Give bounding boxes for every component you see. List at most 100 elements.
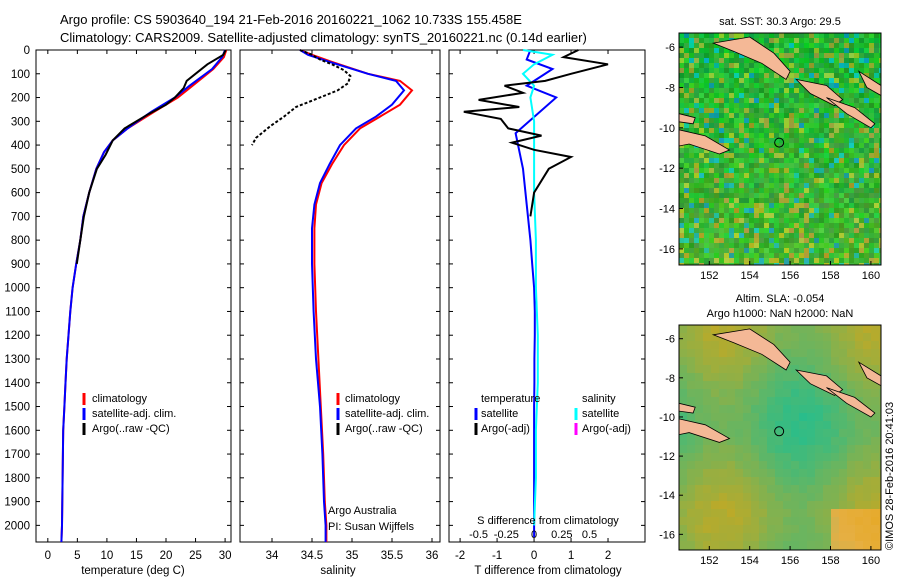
map-cell xyxy=(724,108,730,114)
map-cell xyxy=(769,88,775,94)
map-cell xyxy=(767,509,776,518)
map-cell xyxy=(855,421,864,430)
map-cell xyxy=(754,218,760,224)
map-cell xyxy=(864,218,870,224)
map-cell xyxy=(874,183,880,189)
map-cell xyxy=(711,333,720,342)
map-cell xyxy=(854,38,860,44)
map-cell xyxy=(679,203,685,209)
map-cell xyxy=(727,453,736,462)
map-cell xyxy=(809,48,815,54)
map-cell xyxy=(739,93,745,99)
map-cell xyxy=(854,263,860,265)
map-cell xyxy=(695,333,704,342)
map-cell xyxy=(814,73,820,79)
map-cell xyxy=(774,93,780,99)
map-cell xyxy=(839,493,848,502)
map-cell xyxy=(829,138,835,144)
map-cell xyxy=(769,248,775,254)
map-cell xyxy=(791,429,800,438)
map-cell xyxy=(789,53,795,59)
map-cell xyxy=(849,83,855,89)
map-cell xyxy=(751,493,760,502)
map-cell xyxy=(831,453,840,462)
map-cell xyxy=(743,373,752,382)
map-cell xyxy=(751,325,760,334)
map-cell xyxy=(814,228,820,234)
map-cell xyxy=(874,203,880,209)
map-cell xyxy=(794,38,800,44)
map-cell xyxy=(859,213,865,219)
map-cell xyxy=(879,333,881,342)
map-cell xyxy=(834,253,840,259)
map-y-tick-label: -8 xyxy=(665,373,675,385)
map-cell xyxy=(759,118,765,124)
map-cell xyxy=(855,509,864,518)
map-cell xyxy=(864,133,870,139)
map-cell xyxy=(695,357,704,366)
map-cell xyxy=(774,243,780,249)
map-cell xyxy=(839,58,845,64)
map-cell xyxy=(754,198,760,204)
map-cell xyxy=(804,93,810,99)
map-cell xyxy=(784,213,790,219)
map-cell xyxy=(847,373,856,382)
map-cell xyxy=(814,53,820,59)
map-cell xyxy=(807,437,816,446)
map-cell xyxy=(694,173,700,179)
map-cell xyxy=(759,429,768,438)
map-cell xyxy=(775,381,784,390)
map-cell xyxy=(759,78,765,84)
map-cell xyxy=(815,397,824,406)
map-cell xyxy=(714,38,720,44)
map-cell xyxy=(687,533,696,542)
map-y-tick-label: -10 xyxy=(659,123,675,135)
map-cell xyxy=(844,253,850,259)
map-cell xyxy=(879,258,881,264)
series-line-argo-raw-qc- xyxy=(75,49,227,265)
map-cell xyxy=(729,73,735,79)
map-cell xyxy=(809,188,815,194)
map-cell xyxy=(799,381,808,390)
map-cell xyxy=(844,88,850,94)
map-cell xyxy=(704,68,710,74)
map-cell xyxy=(834,48,840,54)
map-cell xyxy=(775,493,784,502)
map-cell xyxy=(769,158,775,164)
map-cell xyxy=(831,541,840,550)
map-cell xyxy=(839,168,845,174)
map-cell xyxy=(704,178,710,184)
map-cell xyxy=(729,93,735,99)
map-cell xyxy=(834,248,840,254)
map-cell xyxy=(769,163,775,169)
map-cell xyxy=(714,228,720,234)
map-cell xyxy=(754,188,760,194)
map-cell xyxy=(799,333,808,342)
map-cell xyxy=(767,445,776,454)
map-cell xyxy=(844,183,850,189)
map-cell xyxy=(854,243,860,249)
map-cell xyxy=(847,525,856,534)
map-cell xyxy=(727,461,736,470)
map-cell xyxy=(869,233,875,239)
map-cell xyxy=(695,461,704,470)
map-cell xyxy=(714,208,720,214)
map-cell xyxy=(727,405,736,414)
difference-legend: temperature satellite Argo(-adj) salinit… xyxy=(474,393,631,435)
map-cell xyxy=(684,38,690,44)
map-cell xyxy=(774,78,780,84)
map-cell xyxy=(794,258,800,264)
map-cell xyxy=(829,83,835,89)
map-cell xyxy=(879,437,881,446)
map-cell xyxy=(734,223,740,229)
map-cell xyxy=(714,63,720,69)
map-cell xyxy=(834,258,840,264)
map-cell xyxy=(729,228,735,234)
map-cell xyxy=(814,43,820,49)
map-cell xyxy=(749,188,755,194)
map-cell xyxy=(864,258,870,264)
map-cell xyxy=(767,357,776,366)
map-cell xyxy=(749,108,755,114)
map-x-tick-label: 154 xyxy=(741,555,759,567)
map-cell xyxy=(799,163,805,169)
